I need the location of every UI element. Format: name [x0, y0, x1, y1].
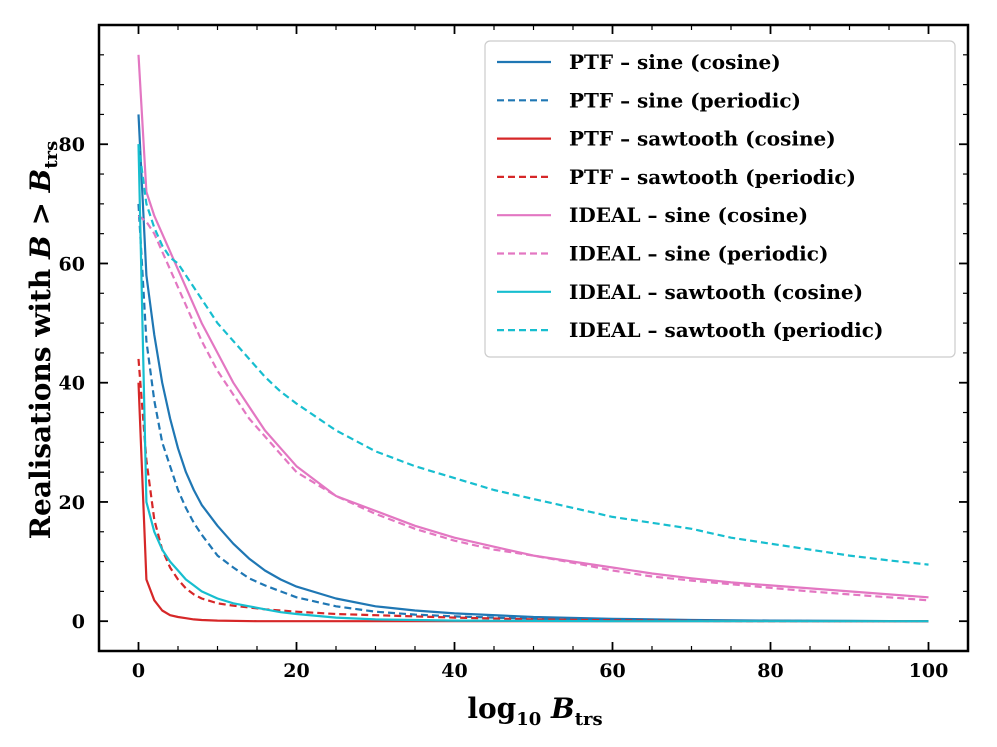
x-tick-label: 100	[909, 660, 949, 682]
legend-label: PTF – sine (cosine)	[569, 50, 781, 74]
y-tick-label: 60	[59, 253, 85, 275]
legend-entry: PTF – sawtooth (cosine)	[497, 127, 836, 151]
x-tick-label: 60	[599, 660, 625, 682]
legend: PTF – sine (cosine) PTF – sine (periodic)…	[484, 40, 956, 358]
series-line-2	[137, 203, 929, 623]
legend-label: IDEAL – sawtooth (cosine)	[569, 280, 863, 304]
series-line-8	[137, 144, 929, 566]
series-line-1	[137, 114, 929, 623]
legend-entry: PTF – sine (periodic)	[497, 88, 801, 112]
axis-ticks	[99, 25, 968, 651]
x-axis-label: log10 Btrs	[467, 692, 602, 730]
legend-entry: IDEAL – sawtooth (periodic)	[497, 318, 883, 342]
x-tick-label: 40	[441, 660, 467, 682]
series-line-7	[137, 144, 929, 623]
y-tick-label: 40	[59, 373, 85, 395]
legend-entry: IDEAL – sawtooth (cosine)	[497, 280, 863, 304]
y-tick-label: 80	[59, 134, 85, 156]
x-tick-label: 0	[132, 660, 145, 682]
tick-labels: 0 20 40 60 80 100 0 20 40 60 80	[59, 134, 949, 682]
legend-label: PTF – sawtooth (cosine)	[569, 127, 836, 151]
legend-entry: IDEAL – sine (periodic)	[497, 242, 828, 266]
series-line-4	[137, 358, 929, 623]
y-axis-label: Realisations with B > Btrs	[24, 141, 62, 540]
legend-label: IDEAL – sine (periodic)	[569, 242, 828, 266]
plot-lines	[137, 54, 929, 623]
legend-label: IDEAL – sawtooth (periodic)	[569, 318, 883, 342]
legend-box	[484, 40, 956, 358]
legend-entry: PTF – sawtooth (periodic)	[497, 165, 856, 189]
legend-entry: PTF – sine (cosine)	[497, 50, 781, 74]
y-tick-label: 0	[72, 611, 85, 633]
series-line-5	[137, 54, 929, 599]
y-tick-label: 20	[59, 492, 85, 514]
legend-entry: IDEAL – sine (cosine)	[497, 203, 808, 227]
legend-label: PTF – sine (periodic)	[569, 88, 801, 112]
series-line-6	[137, 214, 929, 602]
x-tick-label: 80	[757, 660, 783, 682]
legend-label: PTF – sawtooth (periodic)	[569, 165, 856, 189]
x-tick-label: 20	[283, 660, 309, 682]
legend-label: IDEAL – sine (cosine)	[569, 203, 808, 227]
